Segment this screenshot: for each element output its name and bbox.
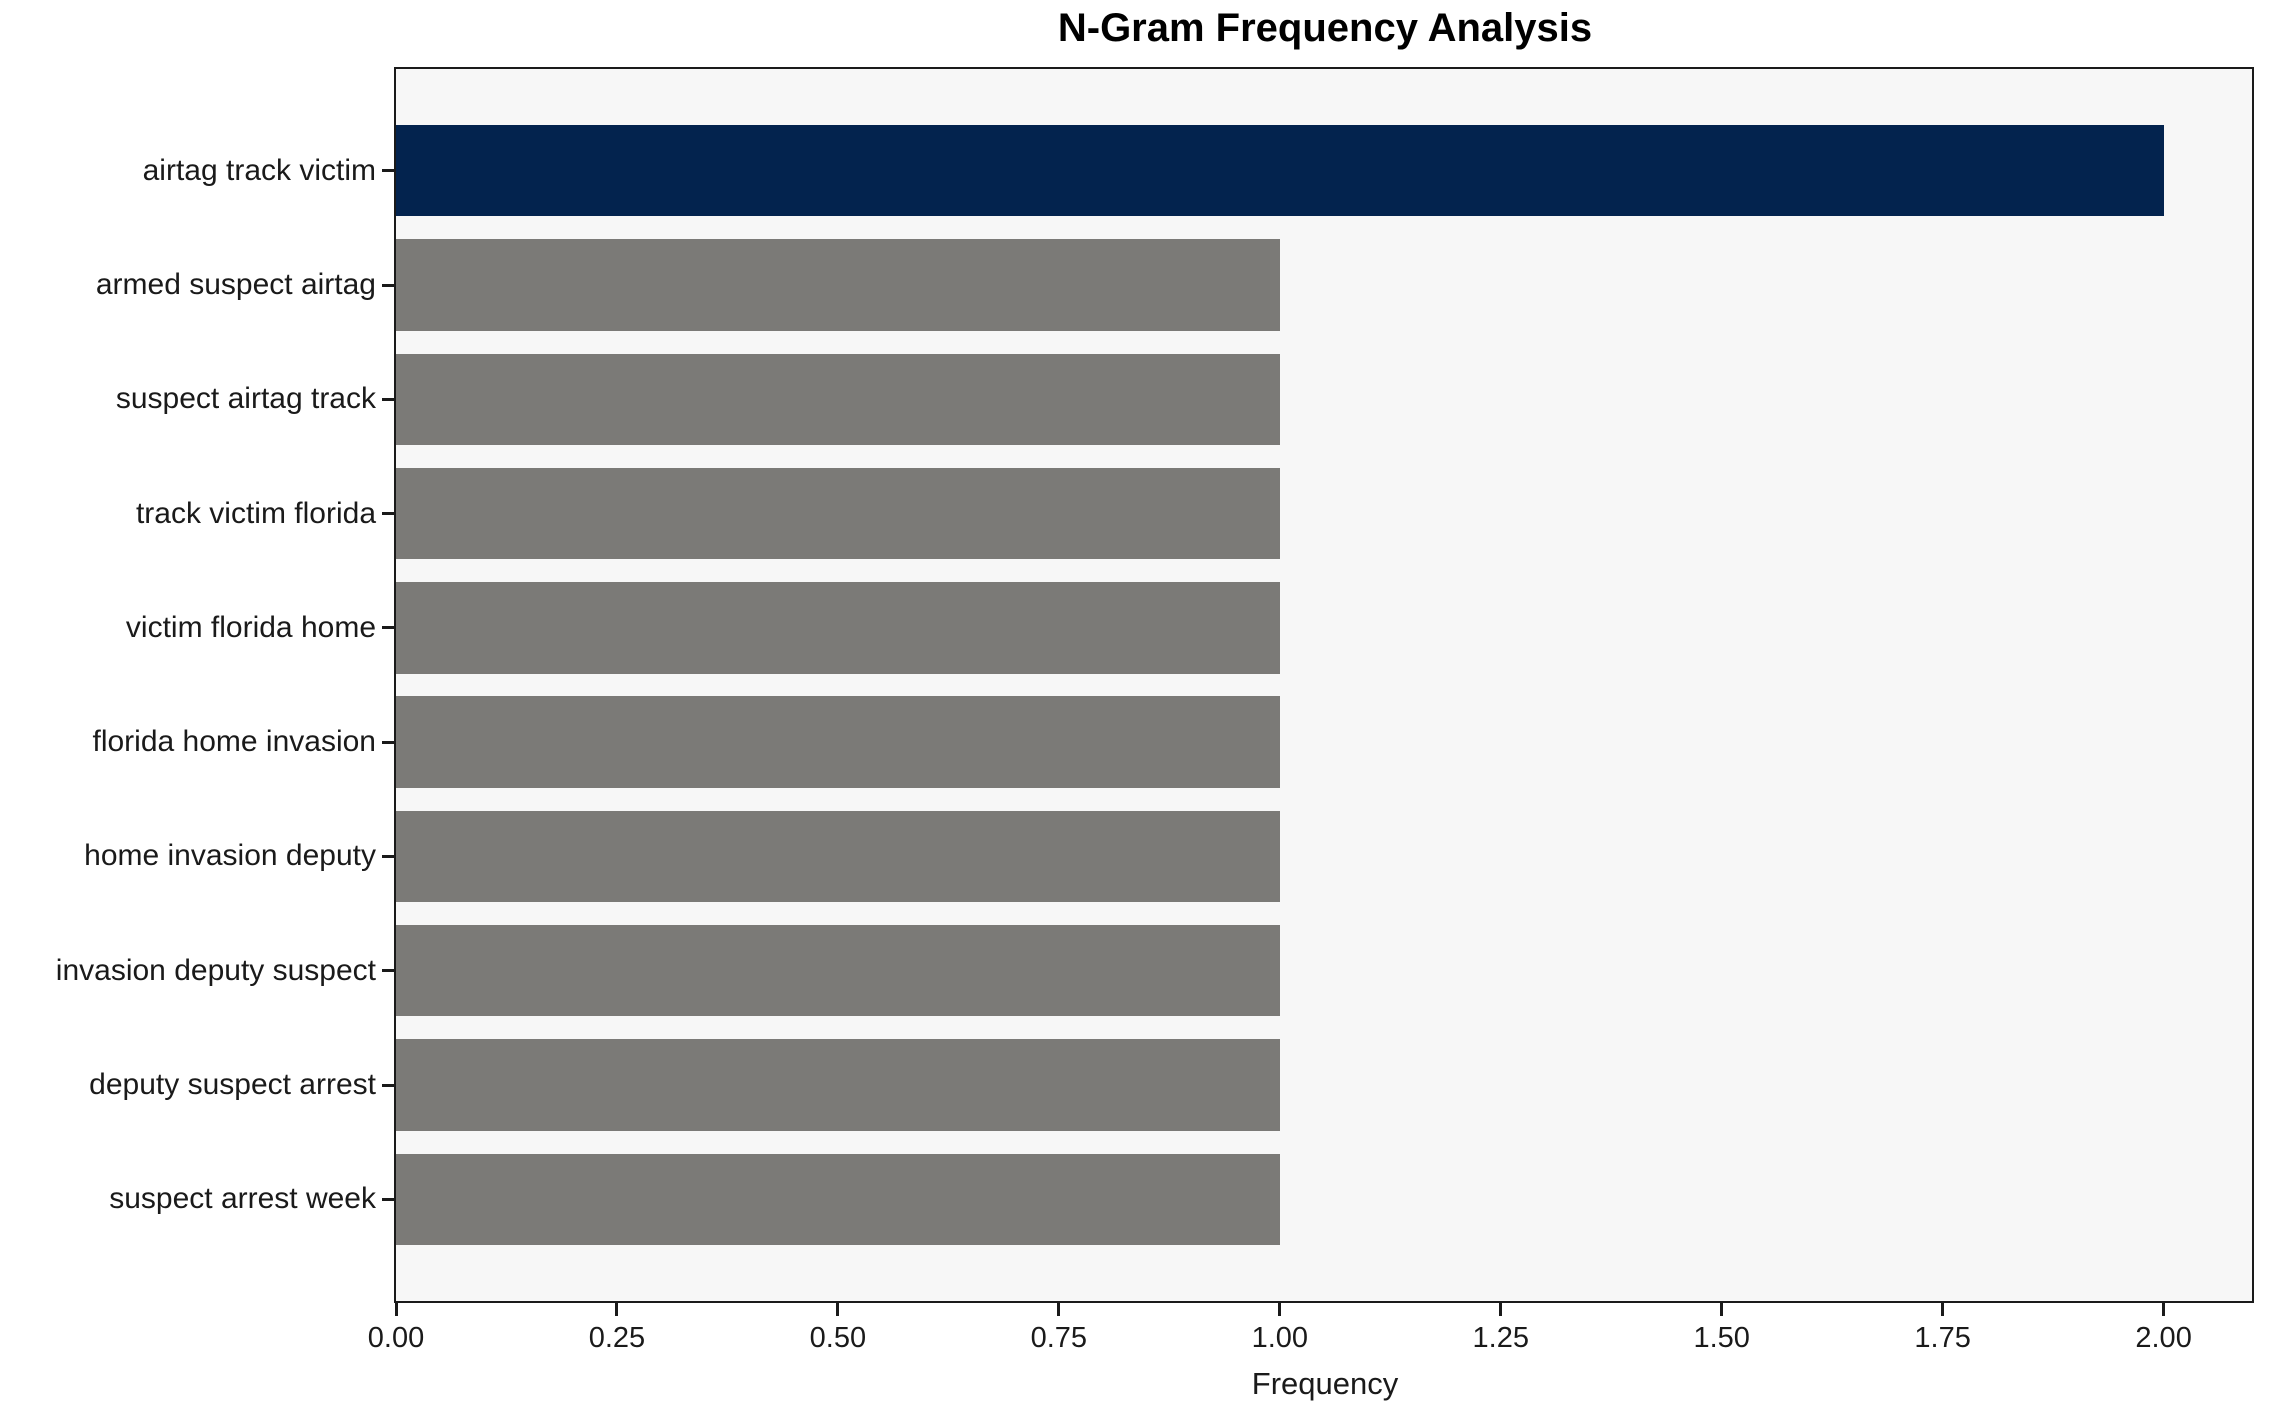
- x-tick-label: 1.50: [1693, 1322, 1750, 1354]
- y-tick-label: airtag track victim: [142, 153, 376, 187]
- y-tick-mark: [382, 169, 394, 173]
- plot-area: [394, 67, 2254, 1303]
- y-tick-mark: [382, 626, 394, 630]
- x-tick-mark: [394, 1303, 398, 1316]
- y-tick-label: deputy suspect arrest: [89, 1068, 376, 1101]
- x-tick-mark: [1278, 1303, 1282, 1316]
- bar: [396, 696, 1280, 788]
- y-tick-mark: [382, 969, 394, 973]
- x-tick-label: 2.00: [2135, 1322, 2192, 1354]
- y-tick-label: armed suspect airtag: [95, 268, 376, 301]
- y-tick-mark: [382, 854, 394, 858]
- y-tick-mark: [382, 283, 394, 287]
- x-tick-label: 0.50: [809, 1322, 867, 1354]
- x-tick-label: 0.25: [588, 1322, 646, 1354]
- y-tick-mark: [382, 397, 394, 401]
- bar: [396, 1153, 1280, 1245]
- y-tick-label: victim florida home: [125, 610, 376, 644]
- bar: [396, 1039, 1280, 1131]
- bar: [396, 925, 1280, 1017]
- bar: [396, 582, 1280, 674]
- y-tick-label: home invasion deputy: [84, 839, 376, 873]
- y-tick-label: florida home invasion: [92, 725, 377, 759]
- x-tick-label: 1.25: [1472, 1322, 1529, 1354]
- x-tick-label: 0.75: [1030, 1322, 1088, 1354]
- y-tick-mark: [382, 1083, 394, 1087]
- y-tick-label: suspect airtag track: [115, 382, 376, 416]
- y-tick-label: invasion deputy suspect: [55, 953, 376, 987]
- x-tick-mark: [1941, 1303, 1945, 1316]
- x-tick-label: 1.00: [1251, 1322, 1309, 1354]
- bar: [396, 810, 1280, 903]
- bar: [396, 239, 1280, 331]
- x-tick-label: 1.75: [1914, 1322, 1971, 1354]
- x-tick-mark: [1720, 1303, 1724, 1316]
- x-tick-mark: [615, 1303, 619, 1316]
- x-tick-mark: [1499, 1303, 1503, 1316]
- x-tick-mark: [2162, 1303, 2166, 1316]
- y-tick-mark: [382, 740, 394, 744]
- chart-title: N-Gram Frequency Analysis: [1057, 6, 1593, 50]
- bar: [396, 125, 2164, 217]
- x-tick-mark: [1057, 1303, 1061, 1316]
- y-tick-label: suspect arrest week: [109, 1182, 376, 1216]
- y-tick-label: track victim florida: [135, 496, 376, 530]
- x-tick-label: 0.00: [367, 1322, 425, 1354]
- x-tick-mark: [836, 1303, 840, 1316]
- bar: [396, 353, 1280, 445]
- y-tick-mark: [382, 1197, 394, 1201]
- x-axis-label: Frequency: [1251, 1366, 1399, 1401]
- bar: [396, 467, 1280, 560]
- y-tick-mark: [382, 512, 394, 516]
